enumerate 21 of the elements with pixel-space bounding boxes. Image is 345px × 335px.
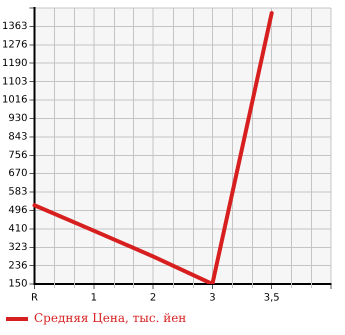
y-tick-label: 670 bbox=[8, 168, 28, 180]
x-tick-label: 2 bbox=[150, 292, 156, 304]
y-tick-label: 236 bbox=[8, 260, 28, 272]
x-tick-label: 3 bbox=[209, 292, 216, 304]
x-tick-label: 1 bbox=[90, 292, 97, 304]
y-tick-label: 410 bbox=[8, 223, 28, 234]
y-tick-label: 1016 bbox=[2, 94, 28, 106]
legend-label: Средняя Цена, тыс. йен bbox=[34, 311, 186, 326]
y-tick-label: 930 bbox=[8, 112, 28, 124]
y-tick-label: 583 bbox=[8, 186, 28, 198]
y-tick-label: 496 bbox=[8, 205, 28, 216]
y-tick-label: 843 bbox=[8, 131, 28, 142]
y-tick-label: 323 bbox=[8, 242, 28, 253]
y-tick-label: 756 bbox=[8, 150, 28, 161]
y-tick-label: 1363 bbox=[2, 21, 28, 32]
y-tick-label: 1190 bbox=[2, 58, 28, 69]
y-tick-label: 150 bbox=[8, 278, 28, 290]
y-tick-label: 1103 bbox=[2, 76, 28, 88]
x-tick-label: R bbox=[30, 292, 38, 304]
x-tick-label: 3,5 bbox=[264, 292, 280, 304]
y-tick-label: 1276 bbox=[2, 40, 28, 51]
